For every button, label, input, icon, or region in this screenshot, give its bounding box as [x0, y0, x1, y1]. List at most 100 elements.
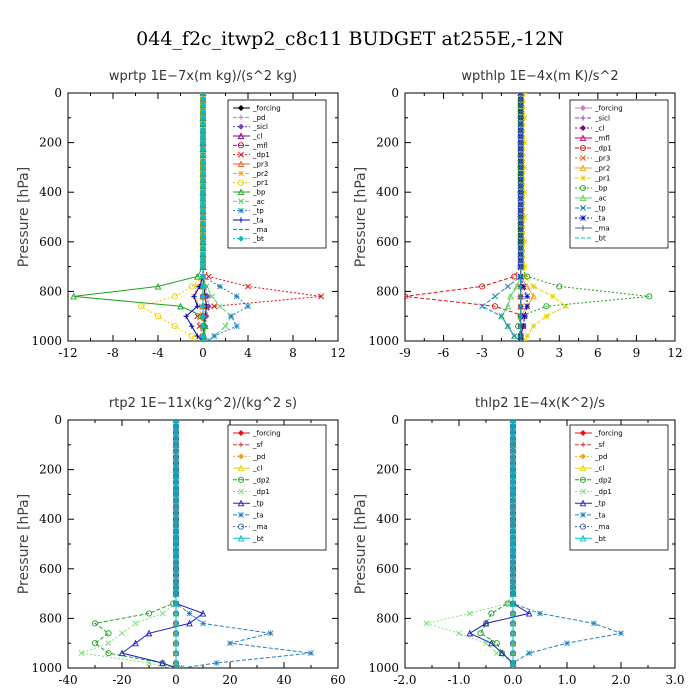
- legend: _forcing_pd_sicl _cl_mfl_dp1 _pr3_pr2_pr1 _…: [227, 99, 327, 249]
- x-tick-label: 60: [330, 673, 345, 687]
- data-point: [556, 283, 563, 290]
- data-point: [509, 629, 517, 637]
- legend-entry: _ac: [252, 198, 265, 206]
- data-point: [646, 293, 653, 300]
- chart-panel-4: thlp2 1E−4x(K^2)/s Pressure [hPa] -2.0 -1.0…: [353, 396, 685, 687]
- data-point: [172, 609, 180, 617]
- data-point: [171, 293, 178, 300]
- legend-marker: [237, 499, 245, 507]
- legend-entry: _tp: [252, 500, 264, 508]
- y-tick-label: 800: [39, 284, 62, 298]
- zero-line-marker: [518, 239, 524, 245]
- zero-line-marker: [510, 528, 516, 535]
- legend-entry: _pr2: [594, 165, 610, 173]
- zero-line-marker: [518, 233, 524, 239]
- zero-line-marker: [518, 102, 524, 108]
- zero-line-marker: [199, 158, 207, 165]
- zero-line-marker: [173, 547, 179, 554]
- data-point: [91, 640, 99, 647]
- zero-line-marker: [510, 485, 516, 492]
- zero-line-marker: [199, 189, 207, 196]
- zero-line-marker: [199, 139, 207, 146]
- legend-marker: [237, 160, 245, 168]
- legend-box: [227, 99, 327, 249]
- data-point: [456, 630, 462, 637]
- zero-line-marker: [518, 220, 524, 226]
- zero-line-marker: [199, 232, 207, 239]
- x-tick-label: 8: [289, 346, 297, 360]
- zero-line-marker: [518, 245, 524, 251]
- data-point: [564, 640, 570, 647]
- legend-entry: _tp: [252, 207, 264, 215]
- zero-line-marker: [510, 441, 516, 448]
- data-point: [492, 293, 498, 300]
- legend-entry: _pr3: [252, 161, 268, 169]
- data-point: [510, 332, 518, 340]
- legend-entry: _sicl: [252, 123, 268, 131]
- zero-line-marker: [173, 460, 179, 467]
- series-line-pr1: [524, 93, 567, 341]
- legend-marker: [237, 132, 245, 140]
- zero-line-marker: [173, 497, 179, 504]
- x-tick-label: -9: [399, 346, 411, 360]
- legend-entry: _dp1: [594, 145, 612, 153]
- data-point: [618, 630, 624, 637]
- zero-line-marker: [173, 435, 179, 442]
- legend-entry: _bt: [252, 235, 264, 243]
- y-tick-label: 0: [391, 86, 399, 100]
- zero-line-marker: [509, 589, 517, 597]
- zero-line-marker: [518, 251, 524, 257]
- data-point: [482, 619, 490, 627]
- data-point: [423, 620, 430, 627]
- y-tick-label: 1000: [368, 661, 399, 675]
- data-point: [405, 293, 409, 300]
- x-tick-label: 0.0: [503, 673, 522, 687]
- data-point: [105, 650, 112, 657]
- legend-entry: _mfl: [252, 142, 268, 150]
- legend-entry: _bt: [252, 535, 264, 543]
- zero-line-marker: [518, 121, 524, 127]
- data-point: [511, 273, 518, 280]
- y-axis-label: Pressure [hPa]: [16, 167, 32, 267]
- legend-entry: _cl: [252, 465, 262, 473]
- legend-marker: [237, 523, 245, 530]
- x-tick-label: -20: [112, 673, 131, 687]
- series-line-tp: [120, 420, 205, 668]
- x-tick-label: -3: [476, 346, 488, 360]
- zero-line-marker: [199, 114, 207, 121]
- y-tick-label: 200: [39, 463, 62, 477]
- legend-entry: _ac: [594, 195, 607, 203]
- data-point: [504, 323, 511, 330]
- data-point: [308, 650, 314, 657]
- zero-line-marker: [199, 220, 207, 227]
- legend-entry: _ma: [252, 523, 268, 531]
- legend: _forcing _sicl _cl _mfl _dp1 _pr3 _pr2 _pr1 _bp _…: [569, 99, 669, 249]
- data-point: [222, 323, 229, 330]
- legend-entry: _tp: [594, 205, 606, 213]
- legend-marker: [238, 512, 244, 518]
- data-point: [521, 238, 528, 245]
- legend-marker: [238, 442, 244, 448]
- zero-line-marker: [518, 183, 524, 189]
- legend-entry: _pd: [252, 453, 265, 461]
- legend-marker: [579, 476, 587, 483]
- data-point: [521, 263, 528, 270]
- series-group: [423, 420, 624, 668]
- panel-title: wprtp 1E−7x(m kg)/(s^2 kg): [109, 69, 297, 84]
- zero-line-marker: [510, 534, 516, 541]
- zero-line-marker: [518, 164, 524, 170]
- zero-line-marker: [173, 491, 179, 498]
- legend-box: [569, 424, 669, 551]
- zero-line-marker: [518, 208, 524, 214]
- data-point: [172, 649, 180, 657]
- data-point: [105, 640, 112, 647]
- legend-marker: [579, 134, 587, 142]
- data-point: [245, 303, 251, 310]
- legend-marker: [237, 464, 245, 472]
- legend-entry: _ta: [252, 511, 264, 519]
- legend-entry: _sf: [252, 441, 263, 449]
- data-point: [521, 114, 528, 121]
- data-point: [267, 630, 274, 637]
- data-point: [228, 313, 235, 320]
